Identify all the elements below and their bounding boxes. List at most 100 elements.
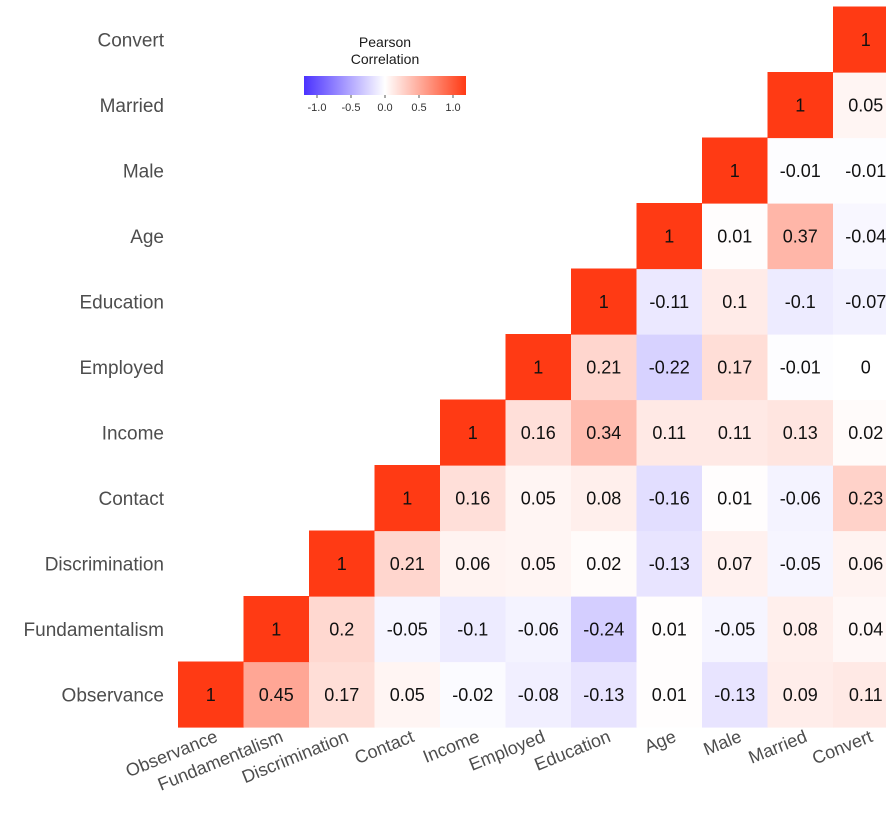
- cell-value-8-9: -0.01: [780, 161, 821, 181]
- cell-2-4: [440, 530, 507, 597]
- cell-5-10: [833, 334, 886, 401]
- cell-value-6-6: 1: [599, 292, 609, 312]
- cell-value-7-8: 0.01: [717, 226, 752, 246]
- cell-value-2-7: -0.13: [649, 554, 690, 574]
- cell-value-3-10: 0.23: [848, 488, 883, 508]
- cell-value-2-10: 0.06: [848, 554, 883, 574]
- cell-value-2-5: 0.05: [521, 554, 556, 574]
- cell-2-10: [833, 530, 886, 597]
- cell-value-3-4: 0.16: [455, 488, 490, 508]
- color-legend: Pearson Correlation -1.0 -0.5 0.0 0.5 1.0: [304, 34, 466, 114]
- cell-value-3-3: 1: [402, 488, 412, 508]
- cell-value-2-4: 0.06: [455, 554, 490, 574]
- cell-3-7: [636, 465, 703, 532]
- cell-2-5: [505, 530, 572, 597]
- cell-7-8: [702, 203, 769, 270]
- y-label-2: Discrimination: [45, 554, 164, 575]
- legend-tick-label-3: 0.5: [411, 102, 426, 114]
- cell-value-3-5: 0.05: [521, 488, 556, 508]
- cell-0-6: [571, 661, 638, 728]
- cell-value-4-4: 1: [468, 423, 478, 443]
- cell-0-5: [505, 661, 572, 728]
- cell-value-4-9: 0.13: [783, 423, 818, 443]
- cell-value-7-9: 0.37: [783, 226, 818, 246]
- y-axis-labels: Observance Fundamentalism Discrimination Co…: [24, 30, 165, 706]
- cell-3-6: [571, 465, 638, 532]
- cell-7-7: [636, 203, 703, 270]
- cell-value-3-7: -0.16: [649, 488, 690, 508]
- cell-value-2-2: 1: [337, 554, 347, 574]
- cell-1-9: [767, 596, 834, 663]
- heatmap-cells: [178, 6, 886, 728]
- cell-1-1: [243, 596, 310, 663]
- cell-value-0-4: -0.02: [452, 685, 493, 705]
- cell-6-9: [767, 268, 834, 335]
- cell-6-6: [571, 268, 638, 335]
- cell-2-6: [571, 530, 638, 597]
- cell-4-4: [440, 399, 507, 466]
- cell-value-5-8: 0.17: [717, 357, 752, 377]
- y-label-9: Married: [100, 96, 164, 117]
- cell-2-2: [309, 530, 376, 597]
- cell-value-4-10: 0.02: [848, 423, 883, 443]
- y-label-7: Age: [130, 227, 164, 248]
- cell-4-8: [702, 399, 769, 466]
- cell-3-8: [702, 465, 769, 532]
- legend-colorbar: [304, 76, 466, 95]
- cell-8-9: [767, 137, 834, 204]
- cell-3-10: [833, 465, 886, 532]
- cell-0-1: [243, 661, 310, 728]
- cell-value-4-7: 0.11: [652, 423, 686, 443]
- legend-tick-label-4: 1.0: [445, 102, 460, 114]
- cell-value-1-10: 0.04: [848, 619, 883, 639]
- x-label-8: Male: [701, 726, 745, 759]
- cell-value-1-4: -0.1: [457, 619, 488, 639]
- cell-0-0: [178, 661, 245, 728]
- cell-6-8: [702, 268, 769, 335]
- cell-value-1-8: -0.05: [714, 619, 755, 639]
- y-label-10: Convert: [97, 30, 164, 51]
- y-label-5: Employed: [80, 358, 165, 379]
- cell-value-5-10: 0: [861, 357, 871, 377]
- cell-value-1-2: 0.2: [329, 619, 354, 639]
- cell-1-6: [571, 596, 638, 663]
- cell-value-3-8: 0.01: [717, 488, 752, 508]
- cell-value-5-6: 0.21: [586, 357, 621, 377]
- cell-value-6-8: 0.1: [722, 292, 747, 312]
- cell-2-7: [636, 530, 703, 597]
- legend-tick-label-0: -1.0: [308, 102, 327, 114]
- cell-value-9-9: 1: [795, 95, 805, 115]
- cell-9-10: [833, 72, 886, 139]
- cell-value-6-7: -0.11: [649, 292, 689, 312]
- cell-value-0-0: 1: [206, 685, 216, 705]
- cell-1-7: [636, 596, 703, 663]
- cell-value-10-10: 1: [861, 30, 871, 50]
- cell-4-10: [833, 399, 886, 466]
- cell-1-8: [702, 596, 769, 663]
- cell-4-6: [571, 399, 638, 466]
- cell-value-8-8: 1: [730, 161, 740, 181]
- cell-3-3: [374, 465, 441, 532]
- x-label-10: Convert: [809, 726, 875, 768]
- y-label-8: Male: [123, 161, 164, 182]
- cell-value-1-9: 0.08: [783, 619, 818, 639]
- x-label-3: Contact: [352, 726, 417, 768]
- cell-value-5-7: -0.22: [649, 357, 690, 377]
- x-label-9: Married: [746, 726, 810, 767]
- legend-title-line-1: Pearson: [359, 34, 411, 50]
- y-label-0: Observance: [62, 685, 164, 706]
- cell-value-6-10: -0.07: [845, 292, 886, 312]
- cell-value-4-5: 0.16: [521, 423, 556, 443]
- cell-8-10: [833, 137, 886, 204]
- legend-ticks: -1.0 -0.5 0.0 0.5 1.0: [308, 95, 461, 114]
- legend-tick-label-1: -0.5: [342, 102, 361, 114]
- cell-6-10: [833, 268, 886, 335]
- cell-9-9: [767, 72, 834, 139]
- cell-value-1-5: -0.06: [518, 619, 559, 639]
- cell-5-6: [571, 334, 638, 401]
- cell-1-10: [833, 596, 886, 663]
- cell-value-9-10: 0.05: [848, 95, 883, 115]
- legend-tick-label-2: 0.0: [377, 102, 392, 114]
- cell-4-7: [636, 399, 703, 466]
- cell-value-2-8: 0.07: [717, 554, 752, 574]
